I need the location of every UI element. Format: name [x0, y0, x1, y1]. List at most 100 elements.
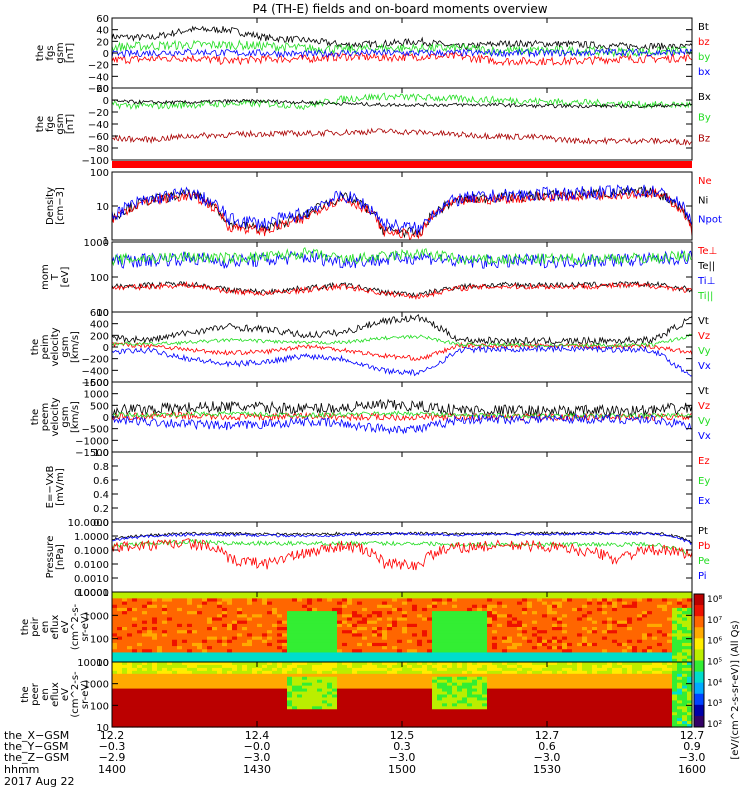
legend-Ex: Ex [698, 496, 710, 507]
y-tick-label: 0.6 [93, 476, 109, 487]
panel-pressure: 10.00001.00000.10000.01000.00100.0001Pre… [45, 518, 710, 599]
mode-indicator-bar [112, 161, 692, 168]
series-Bz [112, 129, 692, 145]
y-tick-label: 0.8 [93, 462, 109, 473]
y-tick-label: −1000 [75, 436, 109, 447]
y-tick-label: 0.0100 [74, 560, 109, 571]
y-tick-label: −100 [82, 156, 109, 167]
legend-Ni: Ni [698, 195, 708, 206]
y-tick-label: 0.0010 [74, 574, 109, 585]
y-tick-label: −20 [88, 108, 109, 119]
y-tick-label: 20 [96, 37, 109, 48]
legend-Ti⊥: Ti⊥ [697, 276, 715, 287]
y-tick-label: 600 [90, 308, 109, 319]
y-tick-label: 60 [96, 14, 109, 25]
y-tick-label: 10.0000 [68, 518, 109, 529]
y-tick-label: −400 [82, 366, 109, 377]
y-axis-label: sr-eV) [80, 612, 91, 641]
y-tick-label: −40 [88, 72, 109, 83]
legend-Bz: Bz [698, 133, 710, 144]
y-tick-label: 500 [90, 401, 109, 412]
legend-Vz: Vz [698, 331, 710, 342]
y-tick-label: 400 [90, 320, 109, 331]
y-tick-label: 40 [96, 26, 109, 37]
panel-frame [112, 88, 692, 160]
legend-Npot: Npot [698, 215, 722, 226]
y-tick-label: −60 [88, 132, 109, 143]
series-By [112, 93, 692, 109]
y-tick-label: 0 [103, 413, 109, 424]
legend-Bx: Bx [698, 92, 711, 103]
y-tick-label: 200 [90, 331, 109, 342]
y-tick-label: 1000 [84, 390, 109, 401]
legend-Pe: Pe [698, 556, 710, 567]
y-tick-label: −200 [82, 355, 109, 366]
y-tick-label: 100 [90, 168, 109, 179]
legend-Vt: Vt [698, 316, 709, 327]
legend-Vx: Vx [698, 361, 711, 372]
legend-Te||: Te|| [697, 261, 715, 272]
y-tick-label: 0.2 [93, 504, 109, 515]
y-tick-label: 100 [90, 635, 109, 646]
y-tick-label: 100 [90, 273, 109, 284]
series-Pb [112, 539, 692, 570]
y-axis-label: [mV/m] [55, 468, 66, 506]
y-tick-label: 10000 [77, 588, 109, 599]
series-Npot [112, 185, 692, 235]
y-axis-label: [nPa] [55, 544, 66, 570]
legend-Pt: Pt [698, 526, 708, 537]
y-tick-label: 1000 [84, 238, 109, 249]
series-Ti⊥ [112, 251, 692, 269]
y-axis-label: [nT] [65, 43, 76, 63]
y-axis-label: [km/s] [70, 401, 81, 433]
y-tick-label: 10 [96, 202, 109, 213]
y-tick-label: 0.1000 [74, 546, 109, 557]
legend-by: by [698, 52, 710, 63]
panel-frame [112, 312, 692, 382]
legend-By: By [698, 113, 711, 124]
y-tick-label: −80 [88, 144, 109, 155]
legend-Vt: Vt [698, 386, 709, 397]
legend-Vz: Vz [698, 401, 710, 412]
panel-frame [112, 452, 692, 522]
y-tick-label: −500 [82, 425, 109, 436]
y-tick-label: 20 [96, 84, 109, 95]
legend-Vx: Vx [698, 431, 711, 442]
legend-Ti||: Ti|| [697, 291, 713, 302]
y-tick-label: 0.4 [93, 490, 109, 501]
y-axis-label: [cm−3] [55, 187, 66, 225]
legend-Bt: Bt [698, 22, 709, 33]
legend-Ne: Ne [698, 176, 712, 187]
legend-bz: bz [698, 37, 710, 48]
y-tick-label: 1.0000 [74, 532, 109, 543]
legend-Te⊥: Te⊥ [697, 246, 717, 257]
y-axis-label: [km/s] [70, 331, 81, 363]
y-tick-label: 1.0 [93, 448, 109, 459]
y-tick-label: 0 [103, 49, 109, 60]
legend-Vy: Vy [698, 346, 711, 357]
legend-Ey: Ey [698, 476, 710, 487]
y-tick-label: 0 [103, 96, 109, 107]
series-Te⊥ [112, 282, 692, 299]
series-Bt [112, 26, 692, 50]
legend-Ez: Ez [698, 456, 710, 467]
y-tick-label: −20 [88, 61, 109, 72]
legend-Pb: Pb [698, 541, 710, 552]
legend-Pi: Pi [698, 571, 707, 582]
legend-Vy: Vy [698, 416, 711, 427]
series-Bx [112, 99, 692, 107]
plot-title: P4 (TH-E) fields and on-board moments ov… [252, 2, 547, 16]
y-tick-label: 1500 [84, 378, 109, 389]
